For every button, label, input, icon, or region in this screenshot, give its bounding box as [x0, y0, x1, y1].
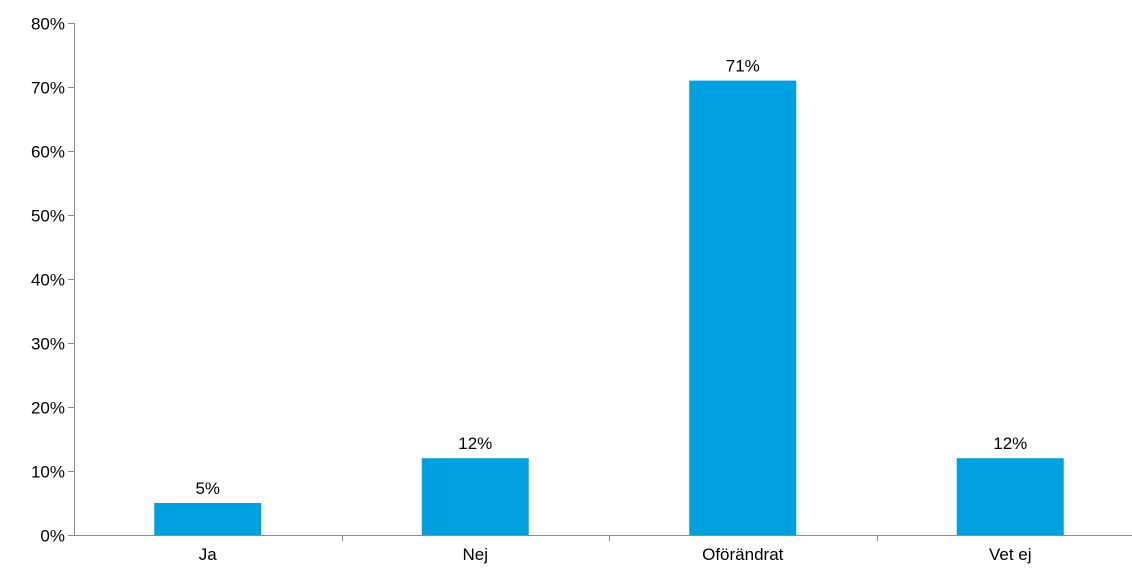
bar: [956, 458, 1064, 535]
y-tick-label: 40%: [31, 271, 65, 290]
y-axis-ticks: 0% 10% 20% 30% 40% 50% 60% 70% 80%: [31, 15, 74, 546]
y-tick-label: 30%: [31, 335, 65, 354]
x-axis-ticks: Ja Nej Oförändrat Vet ej: [199, 535, 1032, 564]
x-tick-label: Oförändrat: [702, 545, 784, 564]
bar: [421, 458, 529, 535]
bar: [689, 80, 797, 535]
data-label: 12%: [458, 434, 492, 453]
y-tick-label: 60%: [31, 143, 65, 162]
bar: [154, 503, 262, 535]
y-tick-label: 20%: [31, 399, 65, 418]
y-tick-label: 10%: [31, 463, 65, 482]
x-tick-label: Vet ej: [989, 545, 1032, 564]
x-tick-label: Nej: [462, 545, 488, 564]
data-label: 5%: [195, 479, 220, 498]
axes-group: [74, 23, 1132, 536]
data-label: 71%: [726, 57, 760, 76]
y-tick-label: 80%: [31, 15, 65, 34]
data-labels-group: 5% 12% 71% 12%: [195, 57, 1027, 498]
bars-group: [154, 80, 1064, 535]
y-tick-label: 0%: [40, 527, 65, 546]
y-tick-label: 50%: [31, 207, 65, 226]
y-tick-label: 70%: [31, 79, 65, 98]
x-tick-label: Ja: [199, 545, 218, 564]
data-label: 12%: [993, 434, 1027, 453]
